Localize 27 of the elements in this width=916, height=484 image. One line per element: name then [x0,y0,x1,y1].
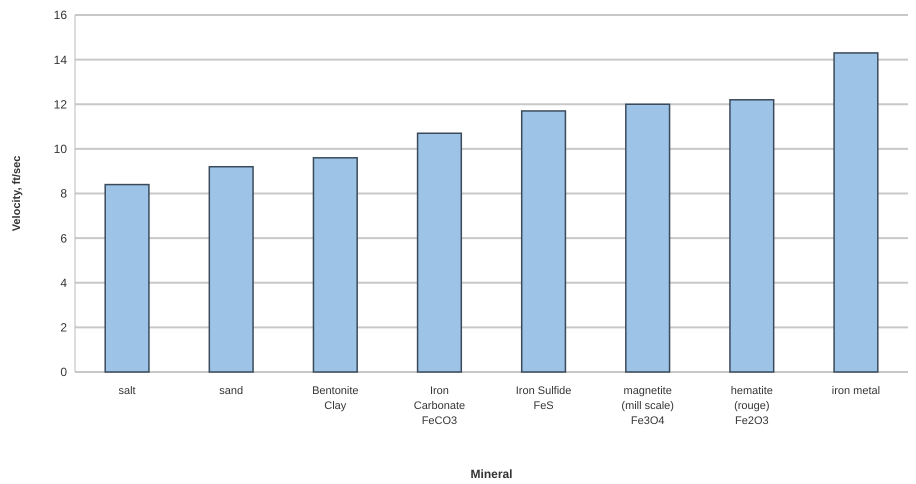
y-tick-label: 16 [54,8,68,22]
x-tick-label: Iron Carbonate FeCO3 [414,385,466,427]
y-tick-label: 4 [60,276,68,290]
y-tick-label: 10 [54,142,68,156]
x-tick-label: iron metal [832,385,880,397]
y-tick-label: 8 [60,186,68,201]
bar [625,104,670,373]
y-tick-label: 12 [54,97,68,112]
x-tick-label: magnetite (mill scale) Fe3O4 [621,385,674,427]
y-tick-label: 0 [60,365,68,380]
x-tick-label: sand [219,385,244,397]
bar [312,157,358,373]
bar [208,166,254,373]
y-tick-label: 6 [60,231,68,246]
x-tick-label: salt [118,385,136,397]
bar [833,52,879,373]
bar [416,132,462,373]
y-axis-title: Velocity, ft/sec [11,156,23,232]
bar [729,99,774,373]
x-axis-title: Mineral [470,467,513,481]
x-tick-label: Iron Sulfide FeS [516,385,572,412]
bar [520,110,566,373]
bar [104,184,150,373]
x-tick-label: Bentonite Clay [312,385,359,412]
y-tick-label: 14 [54,52,68,67]
x-tick-label: hematite (rouge) Fe2O3 [730,385,773,427]
y-tick-label: 2 [60,320,68,335]
